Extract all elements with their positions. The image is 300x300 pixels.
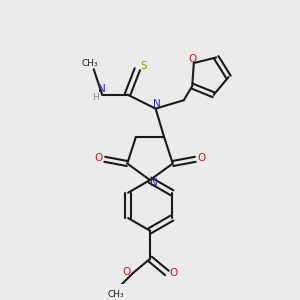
Text: S: S: [140, 61, 147, 71]
Text: CH₃: CH₃: [81, 58, 98, 68]
Text: N: N: [149, 178, 157, 188]
Text: N: N: [153, 99, 161, 110]
Text: O: O: [197, 153, 206, 163]
Text: O: O: [122, 266, 130, 277]
Text: O: O: [94, 153, 103, 163]
Text: H: H: [92, 93, 98, 102]
Text: CH₃: CH₃: [108, 290, 124, 299]
Text: O: O: [188, 54, 196, 64]
Text: O: O: [170, 268, 178, 278]
Text: N: N: [98, 84, 106, 94]
